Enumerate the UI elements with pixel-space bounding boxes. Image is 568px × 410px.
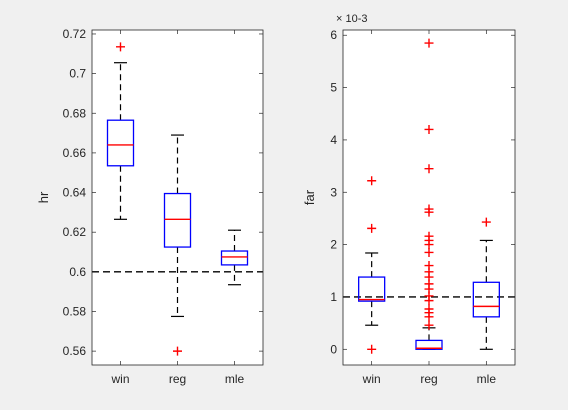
y-axis-label: hr <box>36 191 51 203</box>
outlier-marker <box>367 223 377 233</box>
box-mle <box>472 217 500 350</box>
y-tick-label: 0.7 <box>69 67 86 81</box>
outlier-marker <box>424 124 434 134</box>
x-category-label-reg: reg <box>420 372 437 386</box>
box-win <box>106 42 135 220</box>
outlier-marker <box>424 164 434 174</box>
x-category-label-win: win <box>362 372 381 386</box>
outlier-marker <box>367 344 377 354</box>
y-tick-label: 6 <box>330 28 337 42</box>
outlier-marker <box>424 247 434 257</box>
box-mle <box>220 229 249 286</box>
box-iqr <box>358 276 386 302</box>
x-category-label-mle: mle <box>225 372 245 386</box>
y-tick-label: 0.58 <box>63 304 87 318</box>
x-category-label-mle: mle <box>477 372 497 386</box>
y-tick-label: 0.66 <box>63 146 87 160</box>
y-axis-label: far <box>302 189 317 205</box>
outlier-marker <box>424 261 434 271</box>
outlier-marker <box>424 231 434 241</box>
outlier-marker <box>173 346 182 356</box>
y-tick-label: 5 <box>330 81 337 95</box>
outlier-marker <box>424 304 434 314</box>
y-tick-label: 4 <box>330 133 337 147</box>
axes-frame <box>91 29 264 366</box>
outlier-marker <box>116 42 125 52</box>
plot-area <box>92 30 263 365</box>
box-iqr <box>472 281 500 318</box>
y-tick-label: 0 <box>330 342 337 356</box>
y-scale-exponent-label: × 10-3 <box>336 13 368 25</box>
y-tick-label: 0.72 <box>63 27 87 41</box>
y-tick-label: 1 <box>330 290 337 304</box>
y-tick-label: 0.68 <box>63 106 87 120</box>
y-tick-label: 2 <box>330 238 337 252</box>
box-iqr <box>163 192 192 248</box>
axes-frame <box>342 29 516 366</box>
box-iqr <box>415 339 443 350</box>
y-tick-label: 0.56 <box>63 344 87 358</box>
y-tick-label: 0.62 <box>63 225 87 239</box>
outlier-marker <box>424 320 434 330</box>
outlier-marker <box>367 176 377 186</box>
y-tick-label: 0.64 <box>63 186 87 200</box>
outlier-marker <box>481 217 491 227</box>
box-reg <box>415 38 443 350</box>
right-axes-far: 0 1 2 3 4 5 6 win reg mle far × 10-3 <box>302 13 516 386</box>
box-iqr <box>220 250 249 266</box>
left-axes-hr: 0.56 0.58 0.6 0.62 0.64 0.66 0.68 0.7 0.72 win reg… <box>36 27 264 386</box>
box-win <box>358 176 386 354</box>
outlier-marker <box>424 204 434 214</box>
x-category-label-reg: reg <box>169 372 186 386</box>
outlier-marker <box>424 38 434 48</box>
box-iqr <box>106 119 135 167</box>
box-reg <box>163 134 192 356</box>
y-tick-label: 3 <box>330 185 337 199</box>
y-tick-label: 0.6 <box>69 265 86 279</box>
x-category-label-win: win <box>110 372 129 386</box>
